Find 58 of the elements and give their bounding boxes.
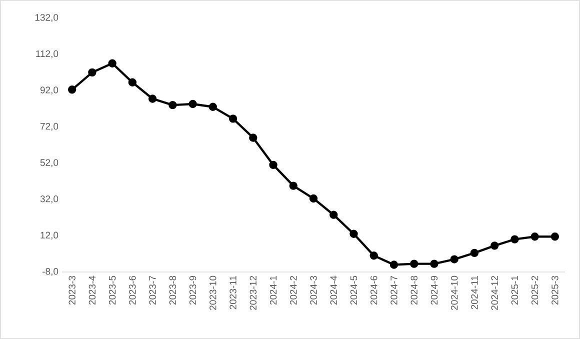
point [530, 232, 539, 241]
point [68, 86, 76, 94]
x-tick-label: 2023-3 [68, 276, 76, 305]
point [430, 260, 438, 268]
point [410, 260, 418, 268]
point [108, 59, 116, 68]
point [490, 242, 499, 250]
x-tick-label: 2023-11 [230, 276, 236, 310]
point [208, 102, 218, 111]
point [128, 78, 137, 86]
x-tick-label: 2024-7 [390, 276, 398, 305]
x-tick-label: 2023-9 [189, 276, 196, 305]
point [510, 235, 519, 244]
x-tick-label: 2024-11 [471, 276, 478, 310]
point [249, 134, 258, 142]
x-tick-label: 2023-5 [108, 276, 116, 305]
x-tick-label: 2023-10 [210, 276, 216, 310]
point [330, 210, 338, 219]
x-tick-label: 2024-6 [370, 276, 378, 305]
point [289, 182, 298, 190]
y-tick-label: 72,0 [40, 122, 58, 131]
point [550, 232, 560, 241]
x-tick-label: 2023-4 [88, 276, 96, 305]
y-tick-label: 92,0 [40, 86, 58, 94]
point [470, 248, 479, 258]
x-tick-label: 2023-6 [129, 276, 136, 305]
point [390, 260, 398, 269]
x-tick-label: 2024-4 [330, 276, 337, 305]
x-tick-label: 2024-1 [270, 276, 277, 305]
x-tick-label: 2024-10 [450, 276, 458, 310]
x-tick-label: 2023-8 [169, 276, 176, 305]
x-tick-label: 2024-8 [410, 276, 418, 305]
y-tick-label: 32,0 [40, 195, 58, 204]
x-tick-label: 2024-2 [290, 276, 297, 305]
x-tick-label: 2024-5 [350, 276, 358, 305]
point [450, 255, 458, 264]
x-tick-label: 2025-2 [531, 276, 538, 305]
x-tick-label: 2025-1 [511, 276, 518, 305]
point [88, 68, 96, 77]
point [148, 94, 157, 103]
y-tick-label: -8,0 [42, 268, 58, 276]
y-tick-label: 52,0 [40, 159, 58, 168]
x-tick-label: 2024-3 [310, 276, 317, 305]
point [309, 194, 318, 203]
point [269, 160, 278, 170]
x-tick-label: 2023-7 [149, 276, 156, 305]
x-tick-label: 2024-12 [491, 276, 498, 310]
x-tick-label: 2024-9 [430, 276, 438, 305]
point [370, 252, 378, 260]
point [350, 230, 358, 238]
x-tick-label: 2023-12 [250, 276, 257, 310]
y-tick-label: 112,0 [36, 50, 58, 58]
point [228, 114, 238, 123]
y-tick-label: 132,0 [35, 14, 58, 22]
point [188, 100, 197, 108]
y-tick-label: 12,0 [40, 232, 58, 240]
x-tick-label: 2025-3 [552, 276, 558, 305]
point [168, 100, 177, 110]
